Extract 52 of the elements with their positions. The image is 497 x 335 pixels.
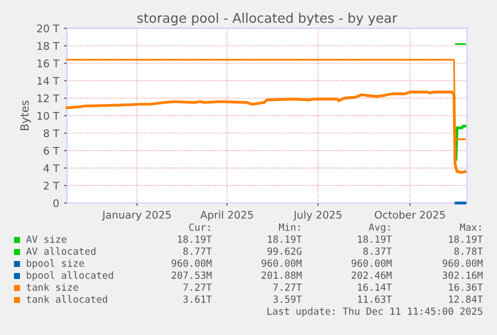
x-tick-label: January 2025 <box>102 210 171 221</box>
y-tick-label: 12 T <box>38 94 60 102</box>
text: 8.77T <box>183 247 212 255</box>
text: 201.88M <box>262 271 302 279</box>
text: 99.62G <box>267 247 302 255</box>
text: 3.59T <box>273 295 302 303</box>
legend-label: tank size <box>26 283 78 291</box>
y-tick-label: 6 T <box>44 146 60 155</box>
y-axis-title: Bytes <box>20 100 31 130</box>
text: Avg: <box>368 224 390 233</box>
chart-title: storage pool - Allocated bytes - by year <box>137 12 398 26</box>
y-tick-label: 10 T <box>38 112 60 120</box>
text: 3.61T <box>183 295 212 303</box>
text: 16.14T <box>358 283 392 291</box>
x-tick-label: October 2025 <box>374 210 445 219</box>
text: 960.00M <box>352 259 392 267</box>
legend-label: bpool size <box>26 259 84 269</box>
y-tick-label: 0 <box>53 199 59 208</box>
text: Max: <box>460 224 481 231</box>
text: 18.19T <box>449 235 483 243</box>
legend-label: bpool allocated <box>26 271 113 281</box>
y-tick-label: 16 T <box>38 59 60 68</box>
text: Min: <box>278 223 300 231</box>
x-tick-label: July 2025 <box>293 210 342 221</box>
text: 11.63T <box>358 295 392 303</box>
text: 8.78T <box>454 247 483 255</box>
text: Cur: <box>189 223 210 231</box>
text: 18.19T <box>358 235 392 243</box>
text: 18.19T <box>178 235 212 243</box>
y-tick-label: 14 T <box>38 77 60 85</box>
text: 202.46M <box>352 271 392 279</box>
text: 7.27T <box>183 283 212 291</box>
text: 207.53M <box>172 271 212 279</box>
text: 960.00M <box>262 259 302 267</box>
text: 960.00M <box>442 259 483 267</box>
text: 960.00M <box>172 259 212 267</box>
text: 12.84T <box>449 295 483 303</box>
text: 8.37T <box>363 247 392 255</box>
y-tick-label: 18 T <box>38 42 60 50</box>
legend-label: tank allocated <box>26 295 108 303</box>
text: 18.19T <box>268 235 302 243</box>
y-tick-label: 4 T <box>44 164 60 172</box>
y-tick-label: 8 T <box>44 129 60 138</box>
y-tick-label: 2 T <box>44 182 60 190</box>
legend-label: AV size <box>26 235 66 243</box>
text: Last update: Thu Dec 11 11:45:00 2025 <box>267 307 482 317</box>
text: 302.16M <box>442 271 483 279</box>
legend-label: AV allocated <box>26 247 96 255</box>
x-tick-label: April 2025 <box>200 210 253 221</box>
text: 7.27T <box>273 283 302 291</box>
text: 16.36T <box>449 283 483 291</box>
y-tick-label: 20 T <box>37 24 60 32</box>
